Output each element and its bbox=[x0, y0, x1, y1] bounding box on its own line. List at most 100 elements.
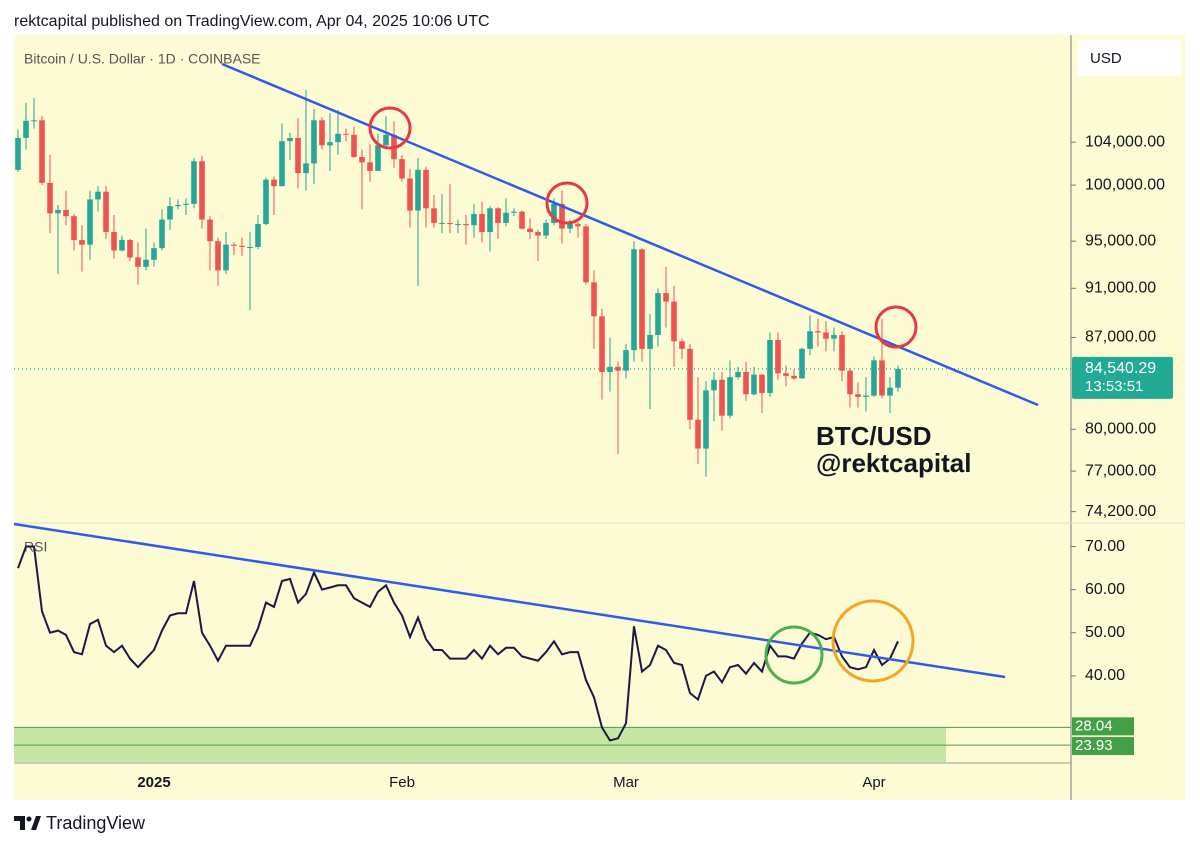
candle-body bbox=[279, 141, 285, 187]
candle-body bbox=[703, 390, 709, 449]
candle-body bbox=[63, 209, 69, 217]
level-label: 23.93 bbox=[1075, 737, 1113, 754]
candle-body bbox=[663, 293, 669, 302]
candle-body bbox=[343, 133, 349, 135]
candle-body bbox=[95, 191, 101, 200]
y-tick-label: 40.00 bbox=[1085, 667, 1125, 684]
candle-body bbox=[135, 257, 141, 267]
candle-body bbox=[471, 213, 477, 226]
candle-body bbox=[375, 145, 381, 171]
x-tick-label: Mar bbox=[613, 774, 639, 791]
candle-body bbox=[839, 334, 845, 371]
rsi-legend: RSI bbox=[24, 539, 47, 555]
symbol-legend: Bitcoin / U.S. Dollar · 1D · COINBASE bbox=[24, 51, 261, 67]
y-tick-label: 91,000.00 bbox=[1085, 280, 1156, 297]
breakout-circle bbox=[764, 625, 824, 685]
candle-body bbox=[215, 241, 221, 271]
rsi-trendline bbox=[13, 522, 1006, 679]
marks: 104,000.00 100,000.00 95,000.00 91,000.00 87… bbox=[14, 89, 1173, 791]
candle-body bbox=[183, 203, 189, 205]
candle-body bbox=[599, 316, 605, 372]
candle-body bbox=[567, 224, 573, 229]
annotation-text: BTC/USD bbox=[816, 421, 932, 451]
candle-body bbox=[887, 387, 893, 396]
candle-body bbox=[199, 161, 205, 220]
level-box bbox=[1072, 717, 1134, 736]
candle-body bbox=[759, 374, 765, 393]
x-tick-label: Feb bbox=[389, 774, 415, 791]
level-label: 28.04 bbox=[1075, 717, 1113, 734]
candle-body bbox=[255, 224, 261, 247]
candle-body bbox=[247, 246, 253, 248]
candle-body bbox=[47, 182, 53, 214]
level-box bbox=[1072, 737, 1134, 756]
candle-body bbox=[895, 368, 901, 388]
last-price-box bbox=[1072, 356, 1173, 399]
candle-body bbox=[359, 156, 365, 163]
candle-body bbox=[351, 134, 357, 157]
candle-body bbox=[31, 120, 37, 122]
candle-body bbox=[463, 224, 469, 226]
candle-body bbox=[743, 371, 749, 395]
candle-body bbox=[511, 211, 517, 213]
candle-body bbox=[319, 120, 325, 146]
candle-body bbox=[879, 360, 885, 396]
candle-body bbox=[791, 375, 797, 379]
plot-background bbox=[14, 35, 1185, 800]
candle-body bbox=[263, 179, 269, 225]
candle-body bbox=[527, 228, 533, 233]
candle-body bbox=[783, 373, 789, 376]
currency-button[interactable] bbox=[1078, 40, 1182, 76]
y-tick-label: 50.00 bbox=[1085, 624, 1125, 641]
candle-body bbox=[807, 331, 813, 349]
y-tick-label: 95,000.00 bbox=[1085, 232, 1156, 249]
header-title: rektcapital published on TradingView.com… bbox=[14, 13, 490, 30]
last-price-label: 84,540.29 bbox=[1085, 360, 1156, 377]
candle-body bbox=[327, 142, 333, 146]
candle-body bbox=[79, 240, 85, 245]
price-trendline bbox=[221, 62, 1039, 407]
rsi-line bbox=[17, 545, 899, 742]
candle-body bbox=[383, 134, 389, 146]
candle-body bbox=[767, 339, 773, 393]
candle-body bbox=[431, 208, 437, 223]
candle-body bbox=[423, 169, 429, 209]
candle-body bbox=[39, 120, 45, 183]
candle-body bbox=[367, 162, 373, 171]
candle-body bbox=[487, 208, 493, 233]
candle-body bbox=[655, 293, 661, 335]
candle-body bbox=[143, 259, 149, 267]
candle-body bbox=[647, 334, 653, 349]
y-tick-label: 77,000.00 bbox=[1085, 462, 1156, 479]
y-tick-label: 100,000.00 bbox=[1085, 176, 1165, 193]
candle-body bbox=[623, 350, 629, 371]
candle-body bbox=[735, 371, 741, 378]
candle-body bbox=[503, 212, 509, 223]
candle-body bbox=[559, 203, 565, 229]
candle-body bbox=[831, 334, 837, 339]
candle-body bbox=[223, 244, 229, 271]
candle-body bbox=[207, 219, 213, 242]
candle-body bbox=[303, 163, 309, 174]
x-tick-label: 2025 bbox=[137, 774, 170, 791]
candle-body bbox=[407, 178, 413, 211]
candle-body bbox=[543, 222, 549, 236]
rejection-circle bbox=[874, 305, 918, 349]
candle-body bbox=[695, 419, 701, 449]
candle-body bbox=[519, 211, 525, 229]
rejection-circle bbox=[545, 181, 589, 225]
candle-body bbox=[631, 249, 637, 351]
candle-body bbox=[751, 374, 757, 395]
candle-body bbox=[847, 370, 853, 395]
candle-body bbox=[687, 348, 693, 420]
candle-body bbox=[799, 348, 805, 379]
candle-body bbox=[439, 222, 445, 224]
candle-body bbox=[583, 226, 589, 283]
candle-body bbox=[415, 169, 421, 211]
candle-body bbox=[671, 301, 677, 342]
candle-body bbox=[719, 379, 725, 416]
candle-body bbox=[127, 240, 133, 258]
candle-body bbox=[863, 395, 869, 397]
candle-body bbox=[479, 213, 485, 233]
